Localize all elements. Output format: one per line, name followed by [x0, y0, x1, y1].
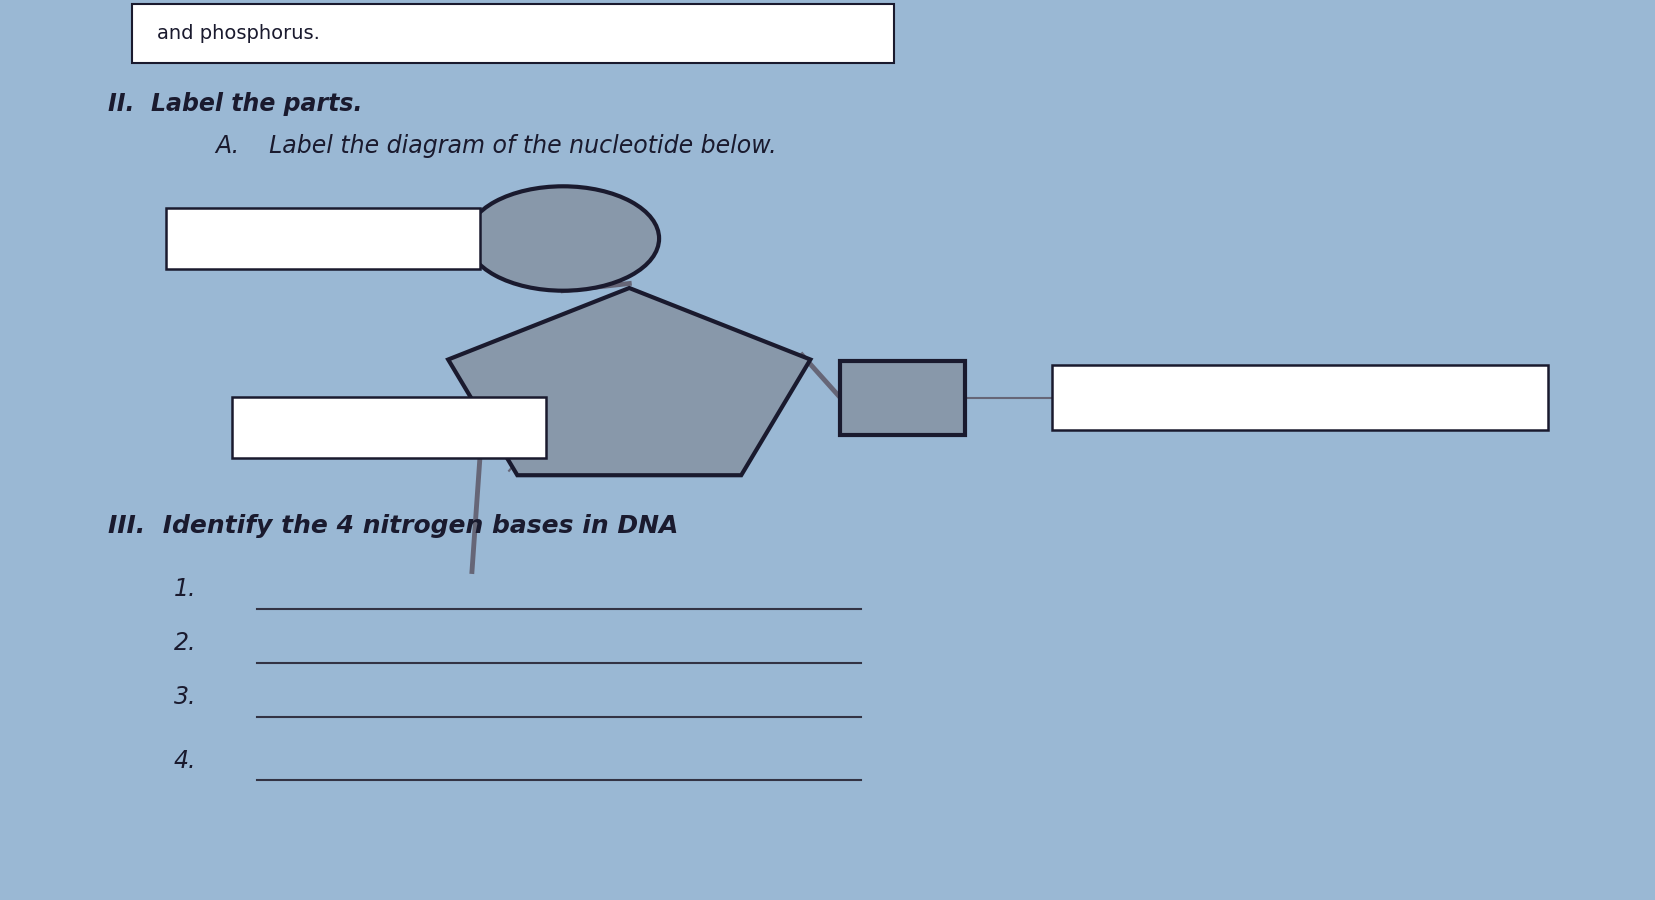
Text: 2.: 2. [174, 632, 197, 655]
Text: A.    Label the diagram of the nucleotide below.: A. Label the diagram of the nucleotide b… [215, 134, 776, 158]
Text: II.  Label the parts.: II. Label the parts. [108, 92, 362, 115]
Circle shape [467, 186, 659, 291]
FancyBboxPatch shape [232, 397, 546, 458]
Text: 3.: 3. [174, 686, 197, 709]
FancyBboxPatch shape [166, 208, 480, 269]
Text: 1.: 1. [185, 230, 202, 248]
Text: 3.: 3. [1071, 389, 1087, 407]
Text: and phosphorus.: and phosphorus. [157, 24, 319, 43]
Text: 4.: 4. [174, 749, 197, 772]
FancyBboxPatch shape [132, 4, 894, 63]
FancyBboxPatch shape [841, 361, 963, 435]
Text: 2.: 2. [252, 418, 268, 436]
Polygon shape [449, 288, 809, 475]
Text: 1.: 1. [174, 578, 197, 601]
Text: III.  Identify the 4 nitrogen bases in DNA: III. Identify the 4 nitrogen bases in DN… [108, 515, 677, 538]
FancyBboxPatch shape [1051, 365, 1547, 430]
